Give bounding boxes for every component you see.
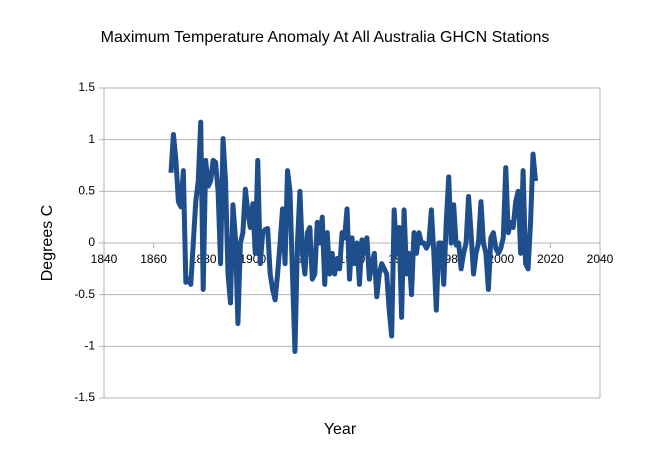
y-axis-label: Degrees C [39,205,56,281]
y-tick-label: -0.5 [74,287,95,301]
x-tick-label: 1860 [140,252,167,266]
y-tick-label: -1 [84,339,95,353]
x-tick-label: 2040 [587,252,614,266]
y-tick-label: 1.5 [78,80,95,94]
y-tick-label: 1 [88,132,95,146]
x-tick-label: 2000 [487,252,514,266]
y-tick-label: -1.5 [74,390,95,404]
data-line [168,119,539,354]
chart-title: Maximum Temperature Anomaly At All Austr… [101,29,550,46]
x-tick-label: 2020 [537,252,564,266]
x-axis-label: Year [324,421,357,438]
y-tick-label: 0 [88,235,95,249]
y-tick-label: 0.5 [78,184,95,198]
x-tick-label: 1840 [91,252,118,266]
